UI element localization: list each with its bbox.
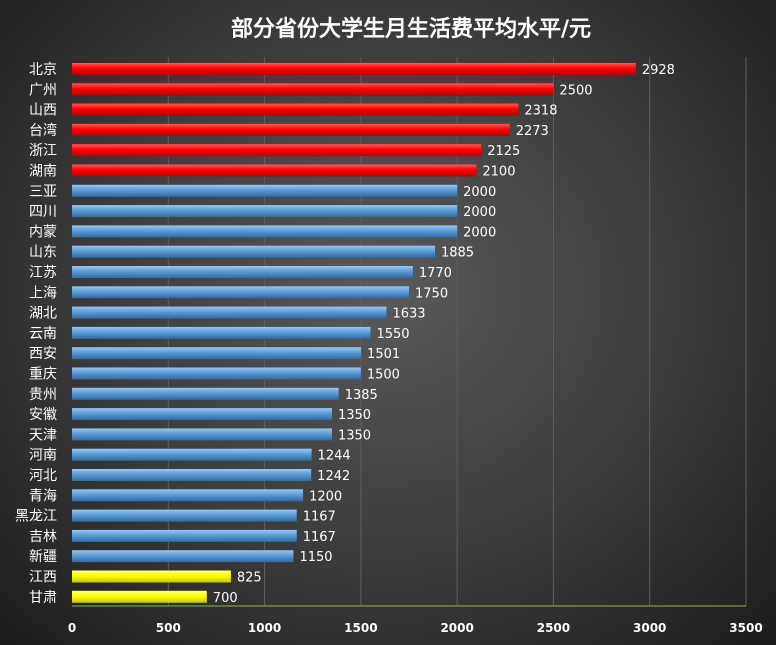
category-label: 山东 (29, 245, 57, 261)
x-tick-label: 1500 (344, 621, 377, 635)
bar (72, 489, 304, 502)
category-label: 山西 (29, 103, 57, 119)
category-label: 甘肃 (29, 590, 57, 606)
category-label: 湖北 (29, 306, 57, 322)
category-label: 吉林 (29, 529, 57, 545)
data-label: 1770 (419, 266, 452, 281)
bar (72, 570, 231, 583)
category-label: 重庆 (29, 367, 57, 383)
data-label: 2100 (482, 165, 515, 180)
bar (72, 367, 361, 380)
category-label: 安徽 (29, 407, 57, 423)
x-tick-label: 2500 (537, 621, 570, 635)
bar (72, 529, 297, 542)
data-label: 1750 (415, 286, 448, 301)
category-label: 河南 (29, 448, 57, 464)
data-label: 1500 (367, 368, 400, 383)
category-label: 河北 (29, 468, 57, 484)
data-label: 1885 (441, 246, 474, 261)
category-label: 新疆 (29, 549, 57, 565)
category-label: 台湾 (29, 122, 57, 139)
bars (72, 63, 636, 603)
bar (72, 225, 458, 238)
x-tick-label: 1000 (248, 621, 281, 635)
bar (72, 83, 554, 96)
bar (72, 63, 636, 75)
data-label: 825 (237, 571, 262, 586)
category-label: 三亚 (29, 184, 57, 200)
data-label: 1550 (376, 327, 409, 342)
data-label: 700 (213, 591, 238, 606)
category-label: 上海 (29, 285, 57, 301)
x-tick-label: 3000 (633, 621, 666, 635)
data-label: 2000 (463, 205, 496, 220)
data-label: 1350 (338, 428, 371, 443)
x-tick-label: 3500 (729, 621, 762, 635)
x-tick-label: 500 (156, 621, 181, 635)
category-label: 湖南 (29, 164, 57, 180)
data-label: 1242 (317, 469, 350, 484)
data-label: 2125 (487, 144, 520, 159)
bar (72, 164, 477, 177)
x-tick-label: 2000 (440, 621, 473, 635)
bar (72, 469, 312, 481)
category-label: 青海 (29, 488, 57, 504)
bar (72, 286, 409, 299)
category-label: 黑龙江 (15, 509, 57, 525)
category-label: 内蒙 (29, 224, 57, 240)
bar (72, 123, 510, 136)
data-label: 1244 (318, 449, 351, 464)
data-label: 2000 (463, 185, 496, 200)
bar (72, 205, 458, 218)
bar (72, 550, 294, 563)
category-label: 江西 (29, 570, 57, 586)
data-label: 2000 (463, 225, 496, 240)
bar (72, 184, 458, 197)
category-label: 北京 (29, 62, 57, 78)
x-axis-ticks: 0 500 1000 1500 2000 2500 3000 3500 (68, 621, 763, 635)
data-label: 1385 (345, 388, 378, 403)
category-label: 云南 (29, 326, 57, 342)
category-label: 西安 (29, 346, 57, 362)
data-label: 1200 (309, 489, 342, 504)
data-label: 1167 (303, 530, 336, 545)
category-label: 贵州 (29, 387, 57, 403)
bar (72, 144, 482, 157)
data-label: 1167 (303, 510, 336, 525)
data-label: 1633 (392, 307, 425, 322)
bar (72, 428, 332, 441)
bar (72, 245, 435, 258)
data-label: 1350 (338, 408, 371, 423)
bar (72, 448, 312, 461)
data-label: 2273 (516, 124, 549, 139)
bar (72, 590, 207, 603)
bar (72, 103, 519, 116)
bar (72, 326, 371, 339)
category-label: 广州 (29, 82, 57, 98)
chart-title: 部分省份大学生月生活费平均水平/元 (231, 16, 591, 42)
category-label: 天津 (29, 427, 57, 443)
data-label: 1150 (299, 550, 332, 565)
bar (72, 509, 297, 522)
data-label: 2500 (559, 83, 592, 98)
bar (72, 408, 332, 421)
category-label: 四川 (29, 204, 57, 220)
bar (72, 387, 339, 400)
category-label: 浙江 (29, 143, 57, 159)
category-label: 江苏 (29, 265, 57, 281)
data-label: 1501 (367, 347, 400, 362)
category-labels: 北京广州山西台湾浙江湖南三亚四川内蒙山东江苏上海湖北云南西安重庆贵州安徽天津河南… (15, 62, 57, 606)
bar (72, 306, 387, 319)
x-tick-label: 0 (68, 621, 76, 635)
bar (72, 266, 413, 278)
data-label: 2928 (642, 63, 675, 78)
bar (72, 347, 362, 360)
data-label: 2318 (524, 104, 557, 119)
